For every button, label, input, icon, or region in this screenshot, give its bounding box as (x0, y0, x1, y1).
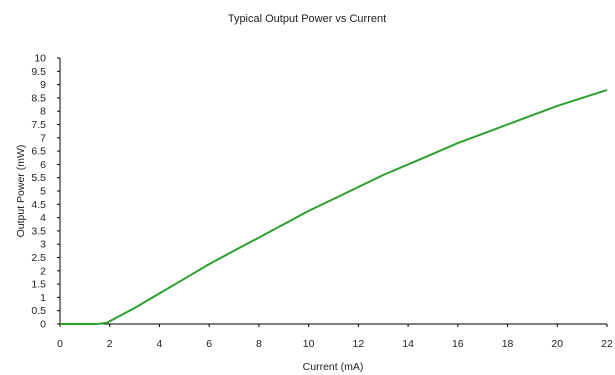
y-tick-label: 3 (40, 239, 46, 251)
x-tick-label: 16 (452, 338, 464, 350)
y-tick-label: 0 (40, 319, 46, 331)
series-line (60, 88, 608, 325)
y-tick-label: 2.5 (31, 252, 46, 264)
y-tick-label: 9 (40, 79, 46, 91)
y-tick-label: 1.5 (31, 279, 46, 291)
y-tick-label: 4 (40, 212, 46, 224)
y-tick-label: 10 (34, 53, 46, 65)
y-tick-label: 3.5 (31, 225, 46, 237)
y-tick-label: 5.5 (31, 172, 46, 184)
y-tick-label: 0.5 (31, 305, 46, 317)
y-tick-label: 8 (40, 106, 46, 118)
x-tick-label: 10 (303, 338, 315, 350)
x-axis-label: Current (mA) (303, 361, 364, 373)
x-tick-label: 4 (157, 338, 163, 350)
y-tick-label: 1 (40, 292, 46, 304)
x-tick-label: 20 (551, 338, 563, 350)
x-tick-label: 0 (57, 338, 63, 350)
y-tick-label: 7 (40, 132, 46, 144)
y-tick-label: 2 (40, 265, 46, 277)
x-tick-label: 14 (402, 338, 414, 350)
y-tick-label: 8.5 (31, 92, 46, 104)
x-tick-label: 22 (601, 338, 613, 350)
y-tick-label: 5 (40, 186, 46, 198)
y-axis-label: Output Power (mW) (15, 145, 27, 238)
y-tick-label: 4.5 (31, 199, 46, 211)
x-tick-label: 2 (107, 338, 113, 350)
x-tick-label: 12 (353, 338, 365, 350)
y-tick-label: 6 (40, 159, 46, 171)
x-tick-label: 6 (206, 338, 212, 350)
y-ticks: 0 0.511.5 22.53 3.544.55 5.566.5 77.58 8.599.5… (31, 53, 60, 331)
y-tick-label: 9.5 (31, 66, 46, 78)
x-tick-label: 8 (256, 338, 262, 350)
chart-title: Typical Output Power vs Current (228, 13, 386, 25)
series-layer (60, 88, 608, 325)
y-tick-label: 6.5 (31, 146, 46, 158)
x-tick-label: 18 (502, 338, 514, 350)
x-ticks: 0 2 4 6 8 10 12 14 16 18 20 22 (57, 324, 613, 350)
y-tick-label: 7.5 (31, 119, 46, 131)
axes (59, 58, 607, 325)
